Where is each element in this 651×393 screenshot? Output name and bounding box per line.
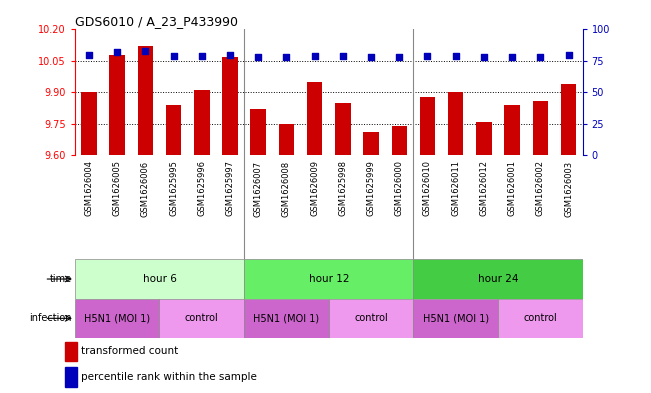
Bar [166, 105, 182, 155]
Text: hour 12: hour 12 [309, 274, 349, 284]
Text: percentile rank within the sample: percentile rank within the sample [81, 372, 257, 382]
Text: GSM1626000: GSM1626000 [395, 160, 404, 217]
Bar [307, 82, 322, 155]
Bar [413, 299, 498, 338]
Bar [391, 126, 407, 155]
Text: control: control [523, 313, 557, 323]
Bar [498, 299, 583, 338]
Text: H5N1 (MOI 1): H5N1 (MOI 1) [253, 313, 320, 323]
Bar [448, 92, 464, 155]
Text: GSM1626005: GSM1626005 [113, 160, 122, 217]
Bar [335, 103, 351, 155]
Text: H5N1 (MOI 1): H5N1 (MOI 1) [84, 313, 150, 323]
Bar [159, 299, 244, 338]
Bar [137, 46, 153, 155]
Bar [65, 367, 77, 387]
Text: GSM1625999: GSM1625999 [367, 160, 376, 216]
Point [197, 53, 207, 59]
Text: GSM1626012: GSM1626012 [479, 160, 488, 217]
Point [140, 48, 150, 54]
Text: GSM1626006: GSM1626006 [141, 160, 150, 217]
Point [281, 54, 292, 60]
Text: control: control [185, 313, 219, 323]
Bar [505, 105, 520, 155]
Text: GSM1626002: GSM1626002 [536, 160, 545, 217]
Point [563, 51, 574, 58]
Text: GSM1626003: GSM1626003 [564, 160, 573, 217]
Text: GSM1626011: GSM1626011 [451, 160, 460, 217]
Text: GSM1625996: GSM1625996 [197, 160, 206, 217]
Text: hour 6: hour 6 [143, 274, 176, 284]
Bar [420, 97, 436, 155]
Text: GSM1625997: GSM1625997 [225, 160, 234, 217]
Text: GSM1626004: GSM1626004 [85, 160, 94, 217]
Bar [65, 342, 77, 361]
Point [309, 53, 320, 59]
Point [84, 51, 94, 58]
Bar [413, 259, 583, 299]
Text: H5N1 (MOI 1): H5N1 (MOI 1) [422, 313, 489, 323]
Point [422, 53, 433, 59]
Bar [81, 92, 97, 155]
Bar [222, 57, 238, 155]
Bar [109, 55, 125, 155]
Text: GSM1626007: GSM1626007 [254, 160, 263, 217]
Bar [329, 299, 413, 338]
Text: GSM1625998: GSM1625998 [339, 160, 348, 217]
Bar [533, 101, 548, 155]
Bar [561, 84, 576, 155]
Point [225, 51, 235, 58]
Point [535, 54, 546, 60]
Point [253, 54, 264, 60]
Point [450, 53, 461, 59]
Bar [244, 299, 329, 338]
Text: infection: infection [29, 313, 72, 323]
Point [366, 54, 376, 60]
Text: GSM1626001: GSM1626001 [508, 160, 517, 217]
Point [112, 49, 122, 55]
Bar [244, 259, 413, 299]
Point [478, 54, 489, 60]
Point [394, 54, 404, 60]
Text: hour 24: hour 24 [478, 274, 518, 284]
Bar [251, 109, 266, 155]
Text: GSM1626010: GSM1626010 [423, 160, 432, 217]
Text: time: time [49, 274, 72, 284]
Point [338, 53, 348, 59]
Bar [363, 132, 379, 155]
Bar [194, 90, 210, 155]
Text: GSM1626009: GSM1626009 [310, 160, 319, 217]
Text: GSM1626008: GSM1626008 [282, 160, 291, 217]
Point [169, 53, 179, 59]
Bar [75, 259, 244, 299]
Bar [75, 299, 159, 338]
Text: GDS6010 / A_23_P433990: GDS6010 / A_23_P433990 [75, 15, 238, 28]
Text: GSM1625995: GSM1625995 [169, 160, 178, 216]
Bar [279, 124, 294, 155]
Text: control: control [354, 313, 388, 323]
Bar [476, 122, 492, 155]
Text: transformed count: transformed count [81, 346, 178, 356]
Point [507, 54, 518, 60]
